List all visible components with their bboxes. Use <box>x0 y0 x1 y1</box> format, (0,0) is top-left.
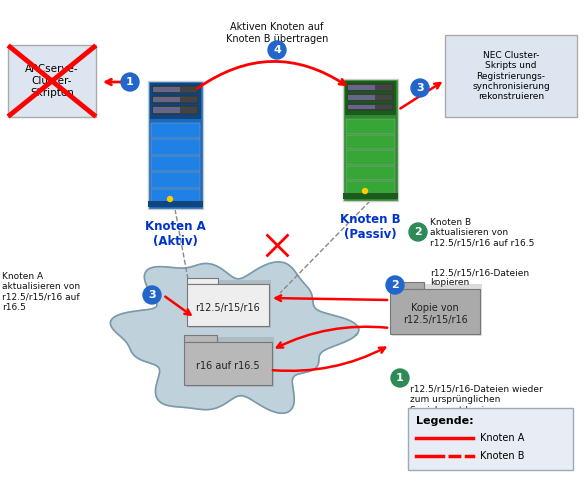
Circle shape <box>143 286 161 304</box>
Text: 2: 2 <box>414 227 422 237</box>
Circle shape <box>386 276 404 294</box>
Circle shape <box>363 188 367 194</box>
Bar <box>148 201 203 207</box>
FancyBboxPatch shape <box>390 289 480 334</box>
Text: Knoten A
aktualisieren von
r12.5/r15/r16 auf
r16.5: Knoten A aktualisieren von r12.5/r15/r16… <box>2 272 80 312</box>
Bar <box>152 108 179 113</box>
Bar <box>346 135 395 149</box>
Polygon shape <box>390 282 424 289</box>
FancyBboxPatch shape <box>148 81 203 209</box>
Text: r12.5/r15/r16: r12.5/r15/r16 <box>196 303 260 313</box>
Bar <box>151 172 200 187</box>
Circle shape <box>409 223 427 241</box>
FancyBboxPatch shape <box>187 284 269 326</box>
Text: 1: 1 <box>396 373 404 383</box>
Text: Knoten B
aktualisieren von
r12.5/r15/r16 auf r16.5: Knoten B aktualisieren von r12.5/r15/r16… <box>430 218 534 248</box>
Text: r12.5/r15/r16-Dateien
kopieren: r12.5/r15/r16-Dateien kopieren <box>430 268 529 287</box>
Bar <box>346 150 395 165</box>
FancyBboxPatch shape <box>408 408 573 470</box>
Bar <box>347 84 392 91</box>
Bar <box>151 188 200 204</box>
Text: Legende:: Legende: <box>416 416 474 426</box>
Bar <box>342 193 398 199</box>
Text: Knoten B: Knoten B <box>480 451 524 461</box>
Text: Aktiven Knoten auf
Knoten B übertragen: Aktiven Knoten auf Knoten B übertragen <box>226 22 328 43</box>
Bar <box>151 139 200 155</box>
Circle shape <box>411 79 429 97</box>
Polygon shape <box>187 278 218 284</box>
FancyBboxPatch shape <box>189 280 271 328</box>
FancyBboxPatch shape <box>445 35 577 117</box>
Text: 4: 4 <box>273 45 281 55</box>
Bar <box>152 107 197 114</box>
Text: Knoten B
(Passiv): Knoten B (Passiv) <box>340 213 400 241</box>
Bar <box>347 105 374 109</box>
Bar <box>151 156 200 171</box>
Circle shape <box>121 73 139 91</box>
Bar <box>346 119 395 134</box>
FancyBboxPatch shape <box>345 81 395 115</box>
Polygon shape <box>110 262 359 413</box>
Text: ARCserve-
Cluster-
Skripten: ARCserve- Cluster- Skripten <box>25 65 79 98</box>
Circle shape <box>168 196 172 202</box>
Circle shape <box>391 369 409 387</box>
FancyBboxPatch shape <box>342 79 398 201</box>
Circle shape <box>268 41 286 59</box>
Bar <box>152 96 197 103</box>
FancyBboxPatch shape <box>186 337 274 387</box>
Text: Knoten A
(Aktiv): Knoten A (Aktiv) <box>145 220 206 248</box>
Bar <box>152 97 179 102</box>
FancyBboxPatch shape <box>184 341 272 385</box>
FancyBboxPatch shape <box>150 83 200 119</box>
FancyBboxPatch shape <box>392 284 482 336</box>
Bar <box>152 87 179 92</box>
FancyBboxPatch shape <box>8 45 96 117</box>
Polygon shape <box>184 335 217 341</box>
Text: 3: 3 <box>416 83 424 93</box>
Bar <box>346 166 395 180</box>
Bar <box>347 85 374 90</box>
Bar <box>151 123 200 138</box>
Text: Knoten A: Knoten A <box>480 433 524 443</box>
Bar <box>152 86 197 93</box>
Bar <box>347 94 392 100</box>
Bar <box>347 104 392 110</box>
Bar <box>346 182 395 196</box>
Text: NEC Cluster-
Skripts und
Registrierungs-
synchronisierung
rekonstruieren: NEC Cluster- Skripts und Registrierungs-… <box>472 51 550 101</box>
Text: 1: 1 <box>126 77 134 87</box>
Text: Kopie von
r12.5/r15/r16: Kopie von r12.5/r15/r16 <box>402 304 467 325</box>
Text: r16 auf r16.5: r16 auf r16.5 <box>196 361 260 371</box>
Text: r12.5/r15/r16-Dateien wieder
zum ursprünglichen
Speicherort kopieren: r12.5/r15/r16-Dateien wieder zum ursprün… <box>410 385 543 415</box>
Text: 2: 2 <box>391 280 399 290</box>
Bar <box>347 95 374 99</box>
Text: 3: 3 <box>148 290 156 300</box>
